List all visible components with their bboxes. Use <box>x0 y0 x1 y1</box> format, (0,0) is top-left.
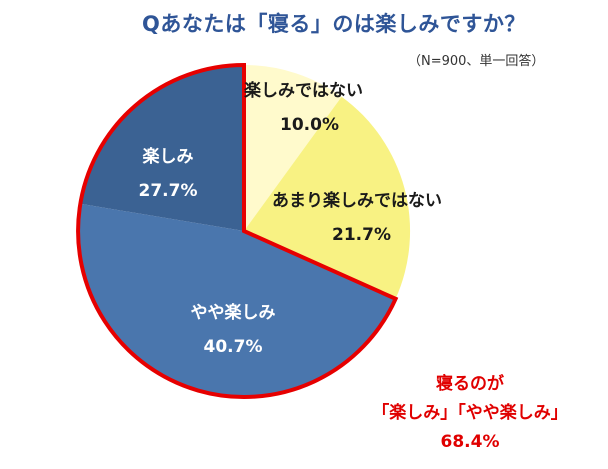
chart-title: Qあなたは「寝る」のは楽しみですか？ <box>142 12 526 36</box>
sample-note: （N=900、単一回答） <box>408 54 545 69</box>
highlight-outline <box>76 62 399 399</box>
label-enjoy-name: 楽しみ <box>142 147 194 167</box>
callout-total: 68.4% <box>440 432 500 452</box>
label-enjoy: 楽しみ 27.7% <box>128 142 208 201</box>
label-not-really-enjoy-name: あまり楽しみではない <box>272 191 442 211</box>
highlight-callout: 寝るのが 「楽しみ」「やや楽しみ」 68.4% <box>370 370 570 457</box>
label-somewhat-enjoy-value: 40.7% <box>203 337 263 357</box>
label-not-enjoy-name: 楽しみではない <box>244 81 363 101</box>
label-not-enjoy: 楽しみではない 10.0% <box>244 76 363 135</box>
label-not-really-enjoy-value: 21.7% <box>332 225 391 245</box>
label-not-really-enjoy: あまり楽しみではない 21.7% <box>272 186 442 245</box>
label-somewhat-enjoy-name: やや楽しみ <box>190 303 276 323</box>
callout-line1: 寝るのが <box>436 374 504 394</box>
label-enjoy-value: 27.7% <box>138 181 198 201</box>
slice-not-enjoy <box>244 65 342 231</box>
slice-somewhat-enjoy <box>78 203 396 398</box>
callout-line2: 「楽しみ」「やや楽しみ」 <box>372 403 568 423</box>
label-somewhat-enjoy: やや楽しみ 40.7% <box>178 298 288 357</box>
label-not-enjoy-value: 10.0% <box>280 115 339 135</box>
slice-enjoy <box>80 65 244 231</box>
